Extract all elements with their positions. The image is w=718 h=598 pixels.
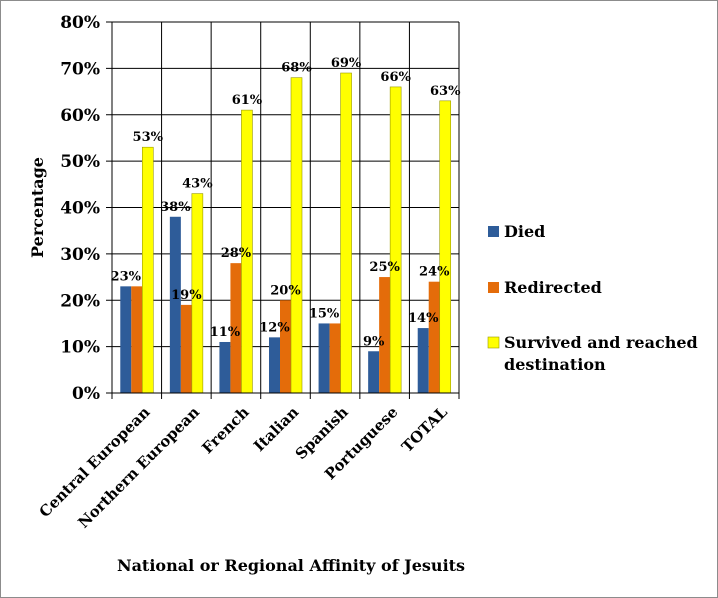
legend-label: Died bbox=[504, 222, 545, 241]
bar-redirected bbox=[379, 277, 391, 393]
bar-survived bbox=[340, 72, 352, 394]
y-tick-label: 10% bbox=[60, 338, 100, 358]
legend-label: Redirected bbox=[504, 278, 602, 297]
bar-redirected bbox=[280, 300, 291, 393]
bar-died bbox=[417, 328, 429, 393]
bar-redirected bbox=[131, 286, 143, 393]
y-tick-label: 80% bbox=[60, 13, 100, 33]
legend-swatch bbox=[488, 226, 499, 237]
data-label: 68% bbox=[281, 61, 312, 76]
data-label: 19% bbox=[171, 288, 202, 303]
gridlines bbox=[112, 21, 460, 399]
data-label: 28% bbox=[221, 246, 252, 261]
bar-redirected bbox=[230, 263, 242, 393]
bar-died bbox=[219, 341, 231, 393]
y-tick-label: 60% bbox=[60, 106, 100, 126]
bar-survived bbox=[290, 77, 303, 394]
x-tick-label: French bbox=[198, 403, 252, 457]
data-label: 66% bbox=[380, 70, 411, 85]
bar-redirected bbox=[329, 323, 341, 393]
bar-survived bbox=[439, 100, 452, 394]
x-tick-label: TOTAL bbox=[398, 403, 451, 456]
data-label: 11% bbox=[210, 325, 241, 340]
data-label: 9% bbox=[363, 334, 385, 349]
bar-survived bbox=[389, 86, 402, 394]
legend: Died Redirected Survived and reached destin… bbox=[487, 222, 698, 374]
bar-redirected bbox=[428, 281, 440, 393]
data-label: 20% bbox=[270, 283, 301, 298]
y-tick-label: 70% bbox=[60, 59, 100, 79]
data-label: 61% bbox=[232, 93, 263, 108]
y-tick-label: 40% bbox=[60, 199, 100, 219]
data-label: 15% bbox=[309, 306, 340, 321]
y-tick-label: 50% bbox=[60, 152, 100, 172]
data-label: 24% bbox=[419, 265, 450, 280]
bar-survived bbox=[141, 146, 154, 394]
bar-died bbox=[318, 323, 330, 393]
legend-swatch bbox=[487, 336, 500, 349]
y-tick-label: 20% bbox=[60, 291, 100, 311]
data-label: 43% bbox=[182, 177, 213, 192]
data-label: 25% bbox=[369, 260, 400, 275]
x-axis-title: National or Regional Affinity of Jesuits bbox=[117, 556, 465, 575]
data-label: 53% bbox=[133, 130, 164, 145]
data-label: 12% bbox=[259, 320, 290, 335]
bar-died bbox=[120, 286, 132, 393]
bar-redirected bbox=[180, 304, 192, 393]
data-labels: 23% 53% 38% 19% 43% 11% 28% 61% 12% 20% 68% 15% 69% 9… bbox=[111, 56, 462, 349]
data-label: 23% bbox=[111, 269, 142, 284]
data-label: 14% bbox=[408, 311, 439, 326]
y-tick-label: 0% bbox=[72, 384, 100, 404]
legend-label: Survived and reached destination bbox=[504, 333, 698, 374]
data-label: 69% bbox=[331, 56, 362, 71]
y-tick-label: 30% bbox=[60, 245, 100, 265]
data-label: 63% bbox=[430, 84, 461, 99]
data-label: 38% bbox=[160, 200, 191, 215]
y-axis-title: Percentage bbox=[28, 157, 47, 258]
legend-swatch bbox=[488, 282, 499, 293]
bar-died bbox=[368, 351, 380, 393]
bar-died bbox=[169, 216, 181, 393]
bar-died bbox=[269, 337, 280, 393]
bars bbox=[120, 72, 452, 394]
